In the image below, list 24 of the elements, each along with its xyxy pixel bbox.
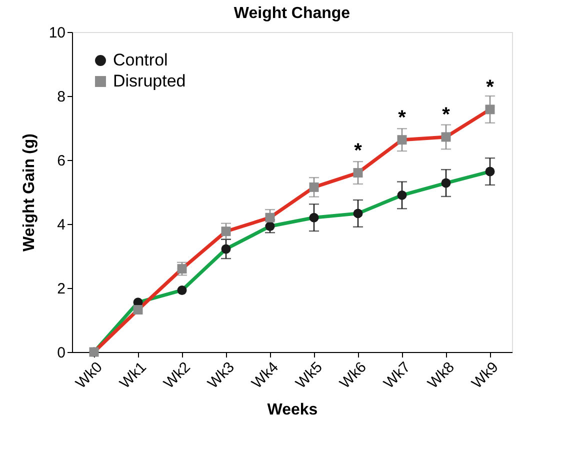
chart-title: Weight Change xyxy=(234,5,350,22)
x-tick-label: Wk8 xyxy=(424,358,458,392)
x-tick-label: Wk6 xyxy=(336,358,370,392)
y-tick-label: 0 xyxy=(57,344,66,362)
legend-label: Control xyxy=(113,50,168,70)
annotation: * xyxy=(398,106,406,129)
x-tick-label: Wk1 xyxy=(116,358,150,392)
annotation: * xyxy=(354,140,362,162)
x-tick-label: Wk3 xyxy=(204,358,238,392)
y-tick-label: 8 xyxy=(57,88,66,106)
x-tick-label: Wk9 xyxy=(468,358,502,392)
x-tick-label: Wk5 xyxy=(292,358,326,392)
legend-label: Disrupted xyxy=(113,72,186,90)
x-axis-title: Weeks xyxy=(267,401,318,418)
y-tick-label: 2 xyxy=(57,280,66,298)
annotation: * xyxy=(442,104,450,126)
y-tick-label: 6 xyxy=(57,152,66,170)
x-tick-label: Wk2 xyxy=(160,358,194,392)
x-tick-label: Wk0 xyxy=(72,358,106,392)
y-tick-label: 10 xyxy=(48,24,66,42)
y-tick-label: 4 xyxy=(57,216,66,234)
y-axis-title: Weight Gain (g) xyxy=(20,134,38,252)
x-tick-label: Wk4 xyxy=(248,358,282,392)
annotation: * xyxy=(486,76,494,98)
